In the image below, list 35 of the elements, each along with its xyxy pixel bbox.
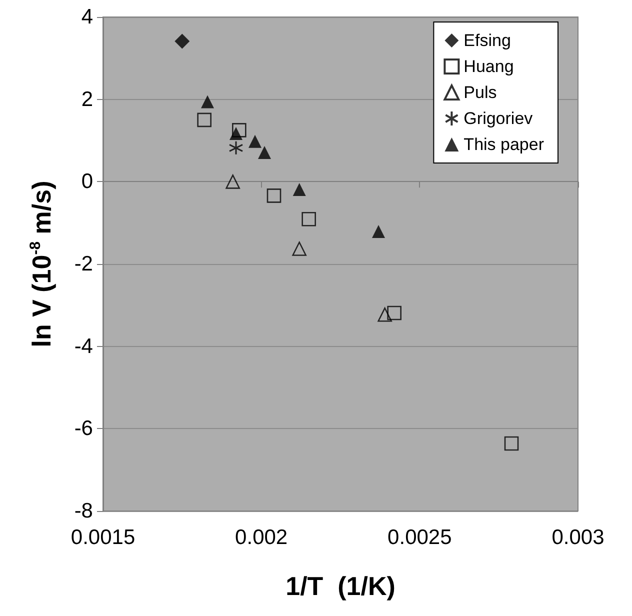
point [228, 140, 244, 156]
y-tick-label: -4 [74, 334, 94, 358]
legend-label: Puls [464, 83, 497, 102]
y-tick-label: -8 [74, 500, 93, 522]
point [174, 34, 190, 49]
x-tick-label: 0.0015 [70, 526, 136, 549]
point [387, 306, 402, 320]
point [258, 146, 271, 159]
point [292, 242, 306, 256]
y-axis-title: ln V (10-8 m/s) [26, 180, 56, 348]
point [197, 112, 212, 128]
y-tick-label: 0 [81, 170, 93, 194]
point [302, 212, 316, 226]
y-tick-label: -6 [74, 417, 93, 440]
point [266, 188, 282, 203]
point [248, 134, 262, 148]
legend-label: Huang [464, 57, 514, 76]
x-tick-label: 0.0025 [388, 526, 452, 549]
point [378, 307, 392, 322]
x-tick-label: 0.002 [235, 526, 288, 549]
point [201, 95, 214, 108]
point [232, 123, 246, 138]
point [372, 224, 385, 238]
point [292, 182, 306, 196]
y-tick-label: 2 [81, 88, 93, 111]
point [226, 174, 240, 189]
y-tick-label: -2 [74, 252, 93, 276]
legend-label: This paper [464, 135, 544, 154]
y-tick-label: 4 [81, 6, 94, 28]
x-axis-title: 1/T (1/K) [286, 571, 396, 601]
x-tick-label: 0.003 [552, 526, 604, 549]
legend-label: Efsing [464, 31, 511, 50]
point [230, 127, 242, 140]
point [504, 436, 519, 451]
legend-label: Grigoriev [464, 109, 534, 128]
